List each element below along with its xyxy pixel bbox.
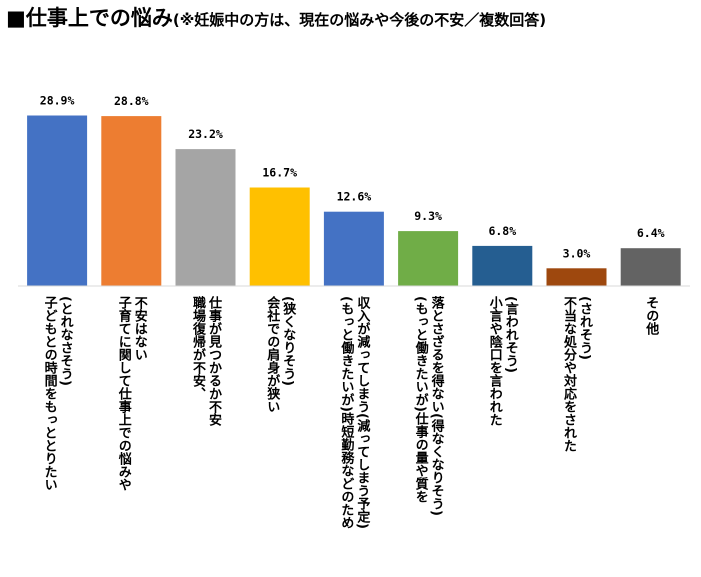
value-label-2: 28.8% bbox=[114, 94, 149, 108]
value-label-9: 6.4% bbox=[637, 226, 665, 240]
bar-8 bbox=[546, 268, 607, 286]
category-label-3-line-2: 職場復帰が不安、 bbox=[190, 295, 207, 400]
category-label-6-line-1: 落とさざるを得ない(得なくなりそう) bbox=[429, 295, 446, 515]
category-label-3-line-1: 仕事が見つかるか不安 bbox=[206, 295, 223, 427]
chart-title: ■仕事上での悩み(※妊娠中の方は、現在の悩みや今後の不安／複数回答) bbox=[6, 2, 696, 36]
category-label-2-line-2: 子育てに関して仕事上での悩みや bbox=[116, 296, 133, 491]
category-label-9-line-1: その他 bbox=[643, 296, 660, 336]
value-labels-group: 28.9% 28.8% 23.2% 16.7% 12.6% 9.3% 6.8% 3.0% 6.4… bbox=[40, 94, 665, 261]
category-label-4-line-2: 会社での肩身が狭い bbox=[264, 295, 281, 413]
bars-group bbox=[27, 115, 681, 286]
bar-3 bbox=[175, 149, 236, 286]
category-label-1-line-2: 子どもとの時間をもっととりたい bbox=[42, 296, 58, 491]
value-label-3: 23.2% bbox=[188, 127, 223, 141]
chart-title-main: ■仕事上での悩み bbox=[6, 6, 173, 30]
value-label-8: 3.0% bbox=[563, 246, 591, 260]
category-label-4-line-1: (狭くなりそう) bbox=[280, 296, 297, 386]
bar-9 bbox=[620, 248, 681, 286]
value-label-4: 16.7% bbox=[262, 166, 297, 180]
category-label-6-line-2: (もっと働きたいが)仕事の量や質を bbox=[413, 296, 430, 503]
bar-7 bbox=[472, 245, 533, 286]
bar-1 bbox=[27, 115, 88, 286]
chart-title-sub: (※妊娠中の方は、現在の悩みや今後の不安／複数回答) bbox=[172, 11, 547, 29]
category-label-7-line-1: (言われそう) bbox=[503, 296, 519, 373]
value-label-5: 12.6% bbox=[337, 190, 372, 204]
bar-6 bbox=[398, 231, 459, 286]
category-label-1-line-1: (とれなさそう) bbox=[58, 296, 74, 386]
category-label-8-line-1: (されそう) bbox=[577, 296, 593, 360]
bar-4 bbox=[249, 187, 310, 286]
category-label-5-line-2: (もっと働きたいが)時短勤務などのため bbox=[338, 296, 355, 529]
bar-5 bbox=[323, 211, 384, 286]
value-label-1: 28.9% bbox=[40, 94, 75, 108]
value-label-7: 6.8% bbox=[488, 224, 516, 238]
category-label-2-line-1: 不安はない bbox=[132, 296, 148, 361]
category-labels-group: (とれなさそう)子どもとの時間をもっととりたい 不安はない子育てに関して仕事上での… bbox=[42, 295, 660, 529]
category-label-8-line-2: 不当な処分や対応をされた bbox=[561, 296, 578, 452]
category-label-7-line-2: 小言や陰口を言われた bbox=[487, 296, 503, 426]
bar-2 bbox=[101, 116, 162, 286]
category-label-5-line-1: 収入が減ってしまう(減ってしまう予定) bbox=[354, 296, 371, 529]
value-label-6: 9.3% bbox=[414, 209, 442, 223]
